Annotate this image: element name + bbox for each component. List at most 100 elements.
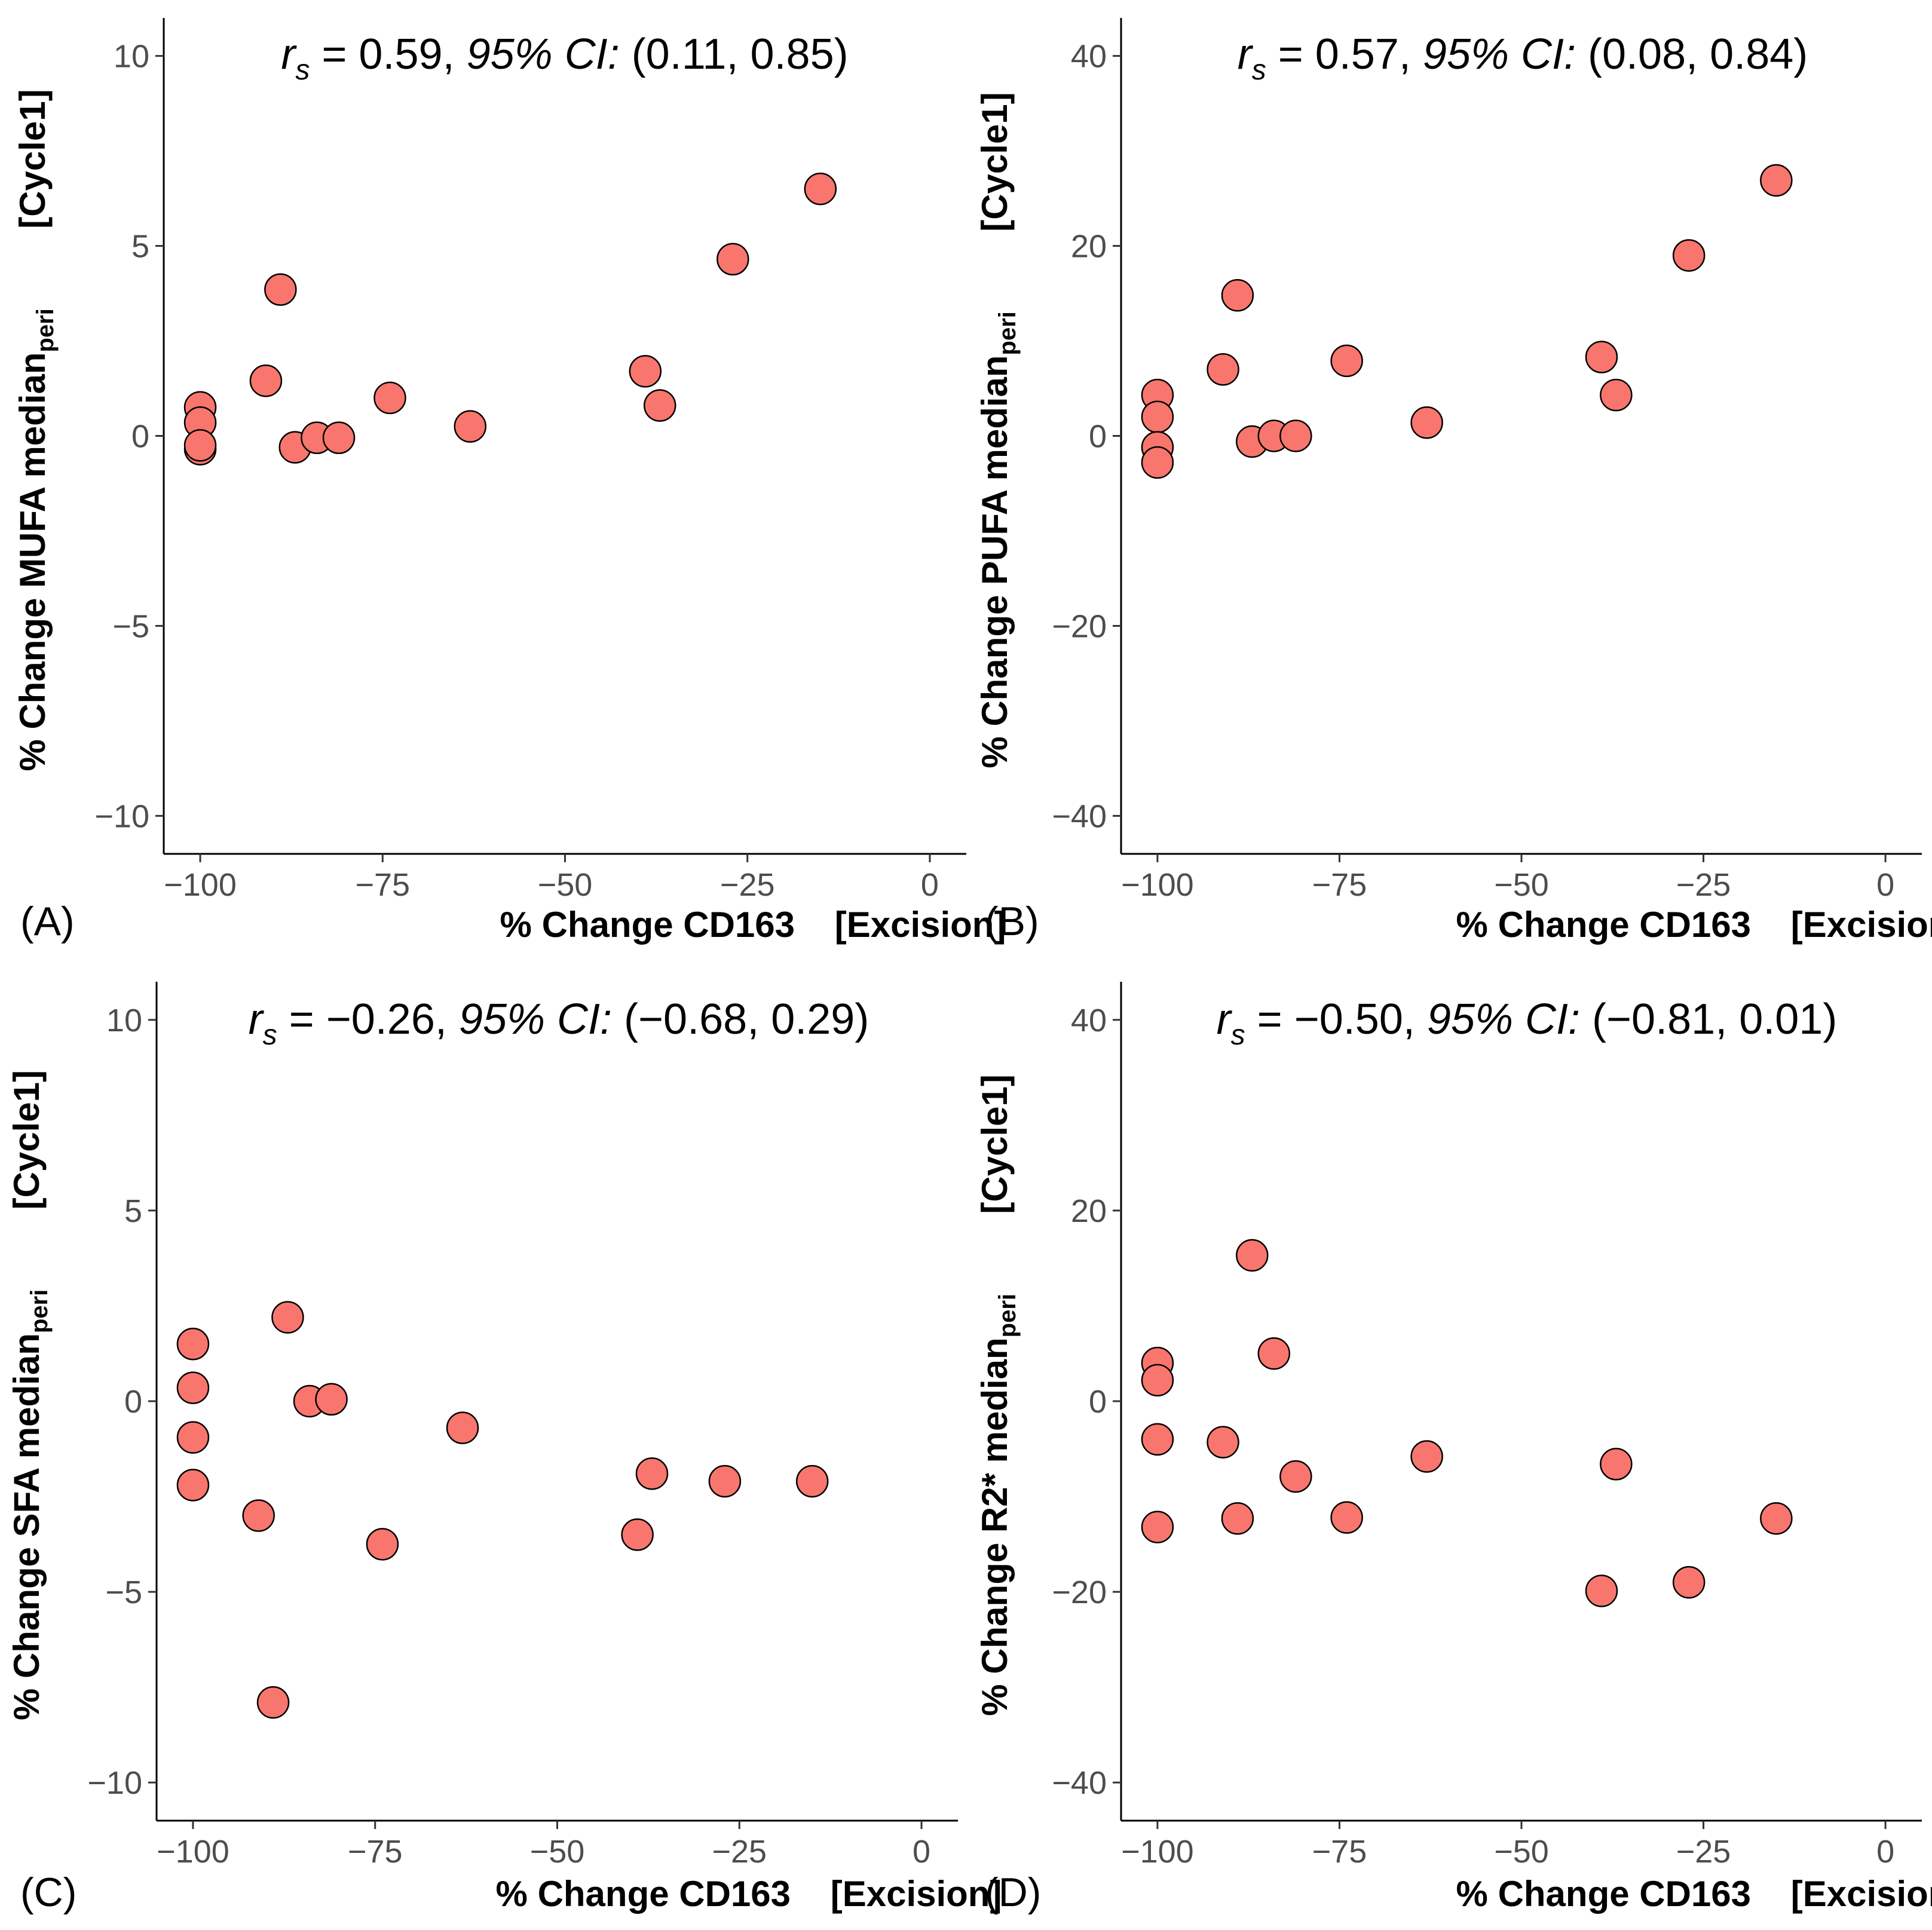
data-point (366, 1528, 399, 1561)
data-point (1600, 1448, 1633, 1481)
y-tick-label: −10 (94, 798, 149, 834)
data-point (454, 410, 487, 443)
correlation-annotation: rs = 0.57, 95% CI: (0.08, 0.84) (1238, 30, 1808, 86)
x-tick-label: −25 (712, 1834, 767, 1870)
y-tick-label: −40 (1052, 1765, 1107, 1801)
scatter-panel-2: −100 −75 −50 −25 0 −40 −20 0 20 40 rs = 0.57, 95% … (975, 18, 1932, 945)
data-point (708, 1465, 742, 1498)
x-tick-label: −75 (1312, 867, 1367, 903)
data-point (1410, 406, 1443, 439)
data-point (1330, 344, 1363, 378)
data-point (1141, 446, 1174, 479)
x-tick-label: −75 (1312, 1834, 1367, 1870)
data-point (176, 1421, 210, 1454)
data-point (249, 364, 283, 397)
data-point (1760, 1502, 1793, 1535)
y-axis-title: % Change PUFA medianperi [Cycle1] (975, 92, 1021, 768)
data-point (795, 1465, 829, 1498)
data-point (1672, 239, 1706, 272)
y-tick-label: 20 (1071, 229, 1107, 265)
data-point (1330, 1501, 1363, 1534)
data-point (176, 1469, 210, 1502)
y-tick-label: 40 (1071, 1003, 1107, 1038)
data-point (1585, 341, 1618, 373)
y-tick-label: −10 (87, 1765, 142, 1801)
correlation-annotation: rs = −0.26, 95% CI: (−0.68, 0.29) (249, 995, 869, 1051)
x-axis-title: % Change CD163 [Excision] (496, 1874, 1002, 1914)
panel-label: (D) (985, 1870, 1041, 1915)
correlation-annotation: rs = −0.50, 95% CI: (−0.81, 0.01) (1217, 995, 1838, 1051)
y-tick-label: 5 (124, 1193, 142, 1229)
y-tick-label: 0 (124, 1384, 142, 1420)
y-tick-label: 0 (131, 419, 149, 455)
x-tick-label: −25 (1676, 1834, 1731, 1870)
data-point (183, 429, 217, 462)
y-axis-title: % Change MUFA medianperi [Cycle1] (13, 89, 59, 771)
panel-label: (A) (20, 899, 75, 944)
scatter-panel-4: −100 −75 −50 −25 0 −40 −20 0 20 40 rs = −0.50, 95%… (975, 982, 1932, 1915)
data-point (271, 1301, 304, 1334)
data-point (322, 421, 356, 454)
y-tick-label: 10 (106, 1003, 142, 1038)
x-tick-label: −100 (157, 1834, 229, 1870)
y-tick-label: 20 (1071, 1193, 1107, 1229)
x-tick-label: −25 (720, 867, 775, 903)
data-point (1279, 1460, 1312, 1493)
y-tick-label: −20 (1052, 608, 1107, 644)
data-point (1760, 164, 1793, 197)
x-axis-title: % Change CD163 [Excision] (1456, 905, 1932, 945)
data-point (1221, 1502, 1254, 1535)
y-tick-label: 5 (131, 229, 149, 265)
data-point (176, 1328, 210, 1361)
data-point (373, 381, 406, 415)
x-tick-label: −100 (1121, 1834, 1194, 1870)
data-point (621, 1518, 654, 1551)
data-point (1600, 378, 1633, 412)
x-tick-label: 0 (1876, 1834, 1894, 1870)
x-tick-label: −50 (1494, 867, 1549, 903)
data-point (1207, 353, 1239, 386)
y-tick-label: 10 (114, 39, 149, 75)
data-point (242, 1499, 275, 1532)
data-point (256, 1686, 290, 1719)
y-axis-title: % Change R2* medianperi [Cycle1] (975, 1074, 1021, 1716)
data-point (1236, 1239, 1269, 1272)
x-tick-label: −50 (538, 867, 593, 903)
y-tick-label: 40 (1071, 39, 1107, 75)
panel-label: (C) (20, 1870, 76, 1915)
data-point (1585, 1574, 1618, 1607)
x-tick-label: 0 (1876, 867, 1894, 903)
x-tick-label: −75 (355, 867, 410, 903)
data-point (717, 243, 749, 276)
data-point (315, 1383, 348, 1416)
data-point (1141, 400, 1174, 433)
y-tick-label: −40 (1052, 798, 1107, 834)
y-tick-label: −20 (1052, 1574, 1107, 1610)
y-tick-label: −5 (112, 608, 149, 644)
x-tick-label: 0 (921, 867, 939, 903)
data-point (176, 1371, 210, 1404)
x-tick-label: −50 (530, 1834, 585, 1870)
data-point (1257, 1337, 1291, 1370)
x-tick-label: −50 (1494, 1834, 1549, 1870)
data-point (1207, 1426, 1239, 1459)
data-point (643, 389, 676, 422)
data-point (804, 172, 837, 206)
data-point (629, 355, 662, 388)
x-tick-label: −100 (1121, 867, 1194, 903)
data-point (1672, 1566, 1706, 1599)
data-point (1141, 1364, 1174, 1397)
data-point (1279, 419, 1312, 452)
panel-label: (B) (985, 899, 1039, 944)
data-point (1410, 1440, 1443, 1473)
y-axis-title: % Change SFA medianperi [Cycle1] (7, 1070, 53, 1720)
x-axis-title: % Change CD163 [Excision] (1456, 1874, 1932, 1914)
data-point (264, 273, 297, 306)
y-tick-label: −5 (105, 1574, 142, 1610)
data-point (1141, 1423, 1174, 1456)
correlation-annotation: rs = 0.59, 95% CI: (0.11, 0.85) (281, 30, 848, 86)
x-tick-label: −75 (348, 1834, 403, 1870)
